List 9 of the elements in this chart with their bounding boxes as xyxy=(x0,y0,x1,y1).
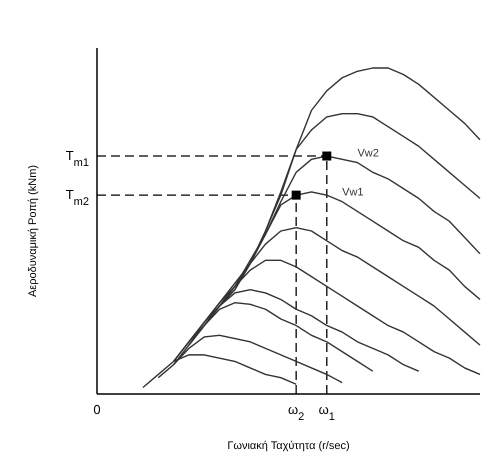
ref-line-label: T$_{m1}$ xyxy=(66,148,89,170)
x-tick-label: 0 xyxy=(93,402,101,417)
y-axis-title: Αεροδυναμική Ροπή (kNm) xyxy=(27,164,39,298)
series-label: Vw2 xyxy=(357,148,379,160)
series-label: Vw1 xyxy=(342,186,364,199)
ref-line-label: T$_{m2}$ xyxy=(66,187,89,208)
x-axis-title: Γωνιακή Ταχύτητα (r/sec) xyxy=(227,440,350,452)
x-tick-label: ω$_{1}$ xyxy=(318,402,335,423)
x-tick-label: ω$_{2}$ xyxy=(288,402,304,423)
